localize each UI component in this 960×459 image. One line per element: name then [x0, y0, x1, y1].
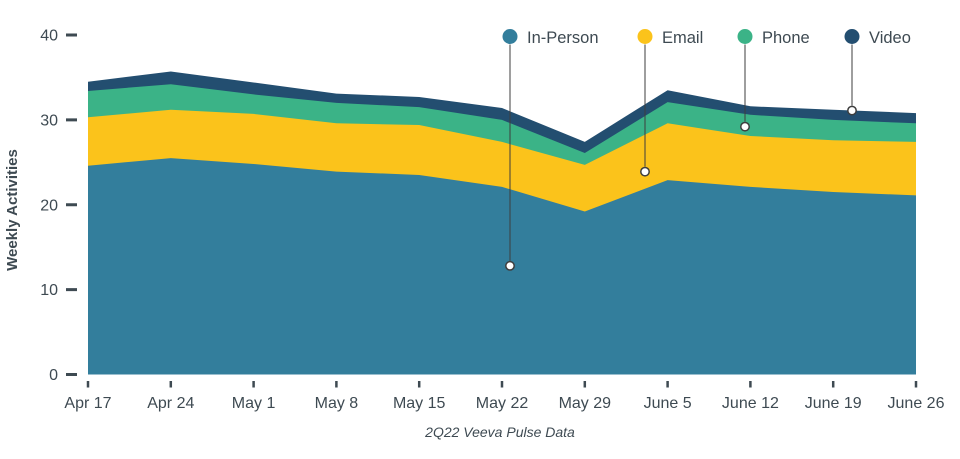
x-axis-tick-label: May 22	[476, 395, 529, 412]
legend-dot-in-person	[502, 29, 518, 44]
area-in-person	[88, 158, 916, 375]
y-axis-tick-label: 0	[49, 367, 58, 384]
x-axis-tick-label: June 5	[644, 395, 692, 412]
legend-label-video: Video	[869, 29, 911, 47]
x-axis-tick-label: Apr 17	[64, 395, 111, 412]
y-axis-tick-label: 20	[40, 197, 58, 214]
callout-dot-in-person	[505, 260, 515, 271]
y-axis-tick-label: 10	[40, 282, 58, 299]
legend-label-email: Email	[662, 29, 703, 47]
legend-dot-video	[844, 29, 860, 44]
chart-source-caption: 2Q22 Veeva Pulse Data	[424, 424, 575, 440]
y-axis-title: Weekly Activities	[4, 149, 21, 271]
x-axis-tick-label: May 15	[393, 395, 446, 412]
x-axis-tick-label: May 8	[315, 395, 359, 412]
legend-label-in-person: In-Person	[527, 29, 599, 47]
callout-dot-video	[847, 105, 857, 116]
legend-label-phone: Phone	[762, 29, 810, 47]
x-axis-tick-label: May 1	[232, 395, 276, 412]
x-axis-tick-label: May 29	[559, 395, 612, 412]
callout-dot-phone	[740, 121, 750, 132]
legend-dot-phone	[737, 29, 753, 44]
legend-dot-email	[637, 29, 653, 44]
y-axis-tick-label: 30	[40, 112, 58, 129]
x-axis-tick-label: Apr 24	[147, 395, 194, 412]
x-axis-tick-label: June 19	[805, 395, 862, 412]
callout-dot-email	[640, 166, 650, 177]
x-axis-tick-label: June 12	[722, 395, 779, 412]
x-axis-tick-label: June 26	[888, 395, 945, 412]
y-axis-tick-label: 40	[40, 28, 58, 45]
